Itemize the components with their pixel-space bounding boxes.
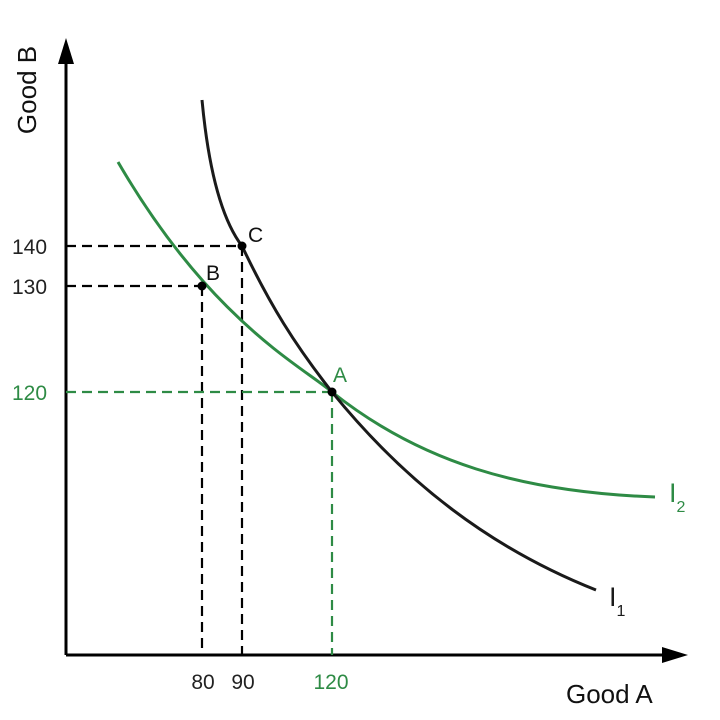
y-tick-label-130: 130: [12, 276, 47, 299]
y-axis-arrow: [58, 38, 74, 64]
point-b-marker: [197, 281, 207, 291]
x-axis-arrow: [662, 647, 688, 663]
y-axis-label: Good B: [12, 46, 42, 134]
x-tick-label-80: 80: [191, 671, 214, 694]
x-axis-label: Good A: [566, 679, 653, 709]
curve-i1-label: I1: [609, 582, 626, 620]
curve-i1-subscript: 1: [617, 603, 626, 620]
y-tick-label-120: 120: [12, 382, 47, 405]
point-c-label: C: [248, 224, 263, 247]
point-b-label: B: [206, 262, 220, 285]
indifference-curve-i2: [116, 161, 656, 499]
y-tick-label-140: 140: [12, 236, 47, 259]
curve-i2-label: I2: [669, 478, 686, 516]
curve-i2-letter: I: [669, 478, 677, 508]
indifference-curve-i1: [200, 99, 597, 592]
curve-i1-letter: I: [609, 582, 617, 612]
x-tick-label-120: 120: [313, 671, 348, 694]
x-tick-label-90: 90: [231, 671, 254, 694]
point-a-marker: [327, 387, 337, 397]
point-c-marker: [237, 241, 247, 251]
curve-i2-subscript: 2: [677, 499, 686, 516]
point-a-label: A: [333, 364, 347, 387]
